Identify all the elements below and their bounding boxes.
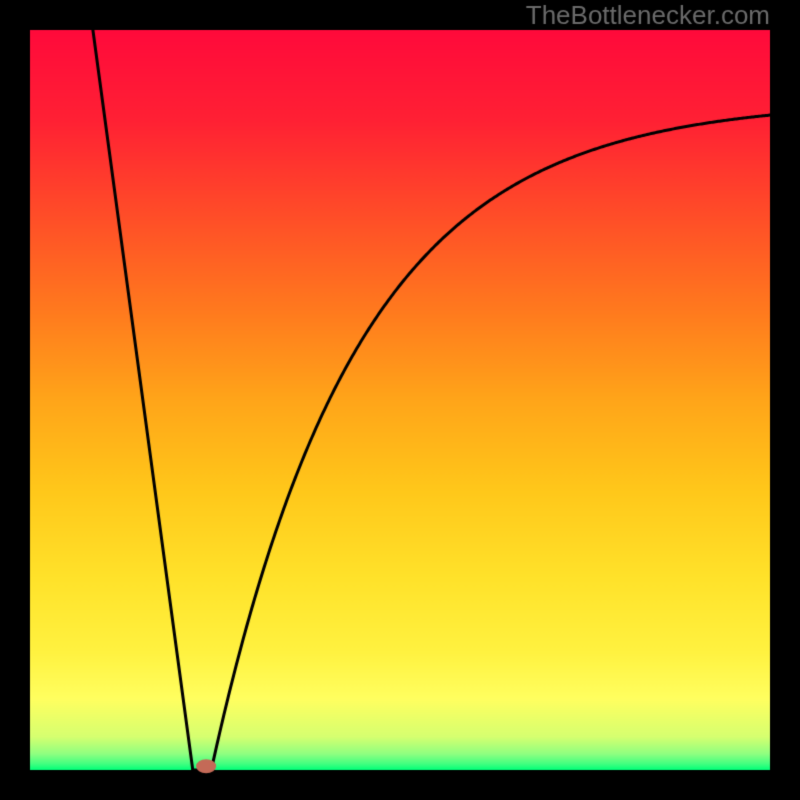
bottleneck-chart <box>0 0 800 800</box>
